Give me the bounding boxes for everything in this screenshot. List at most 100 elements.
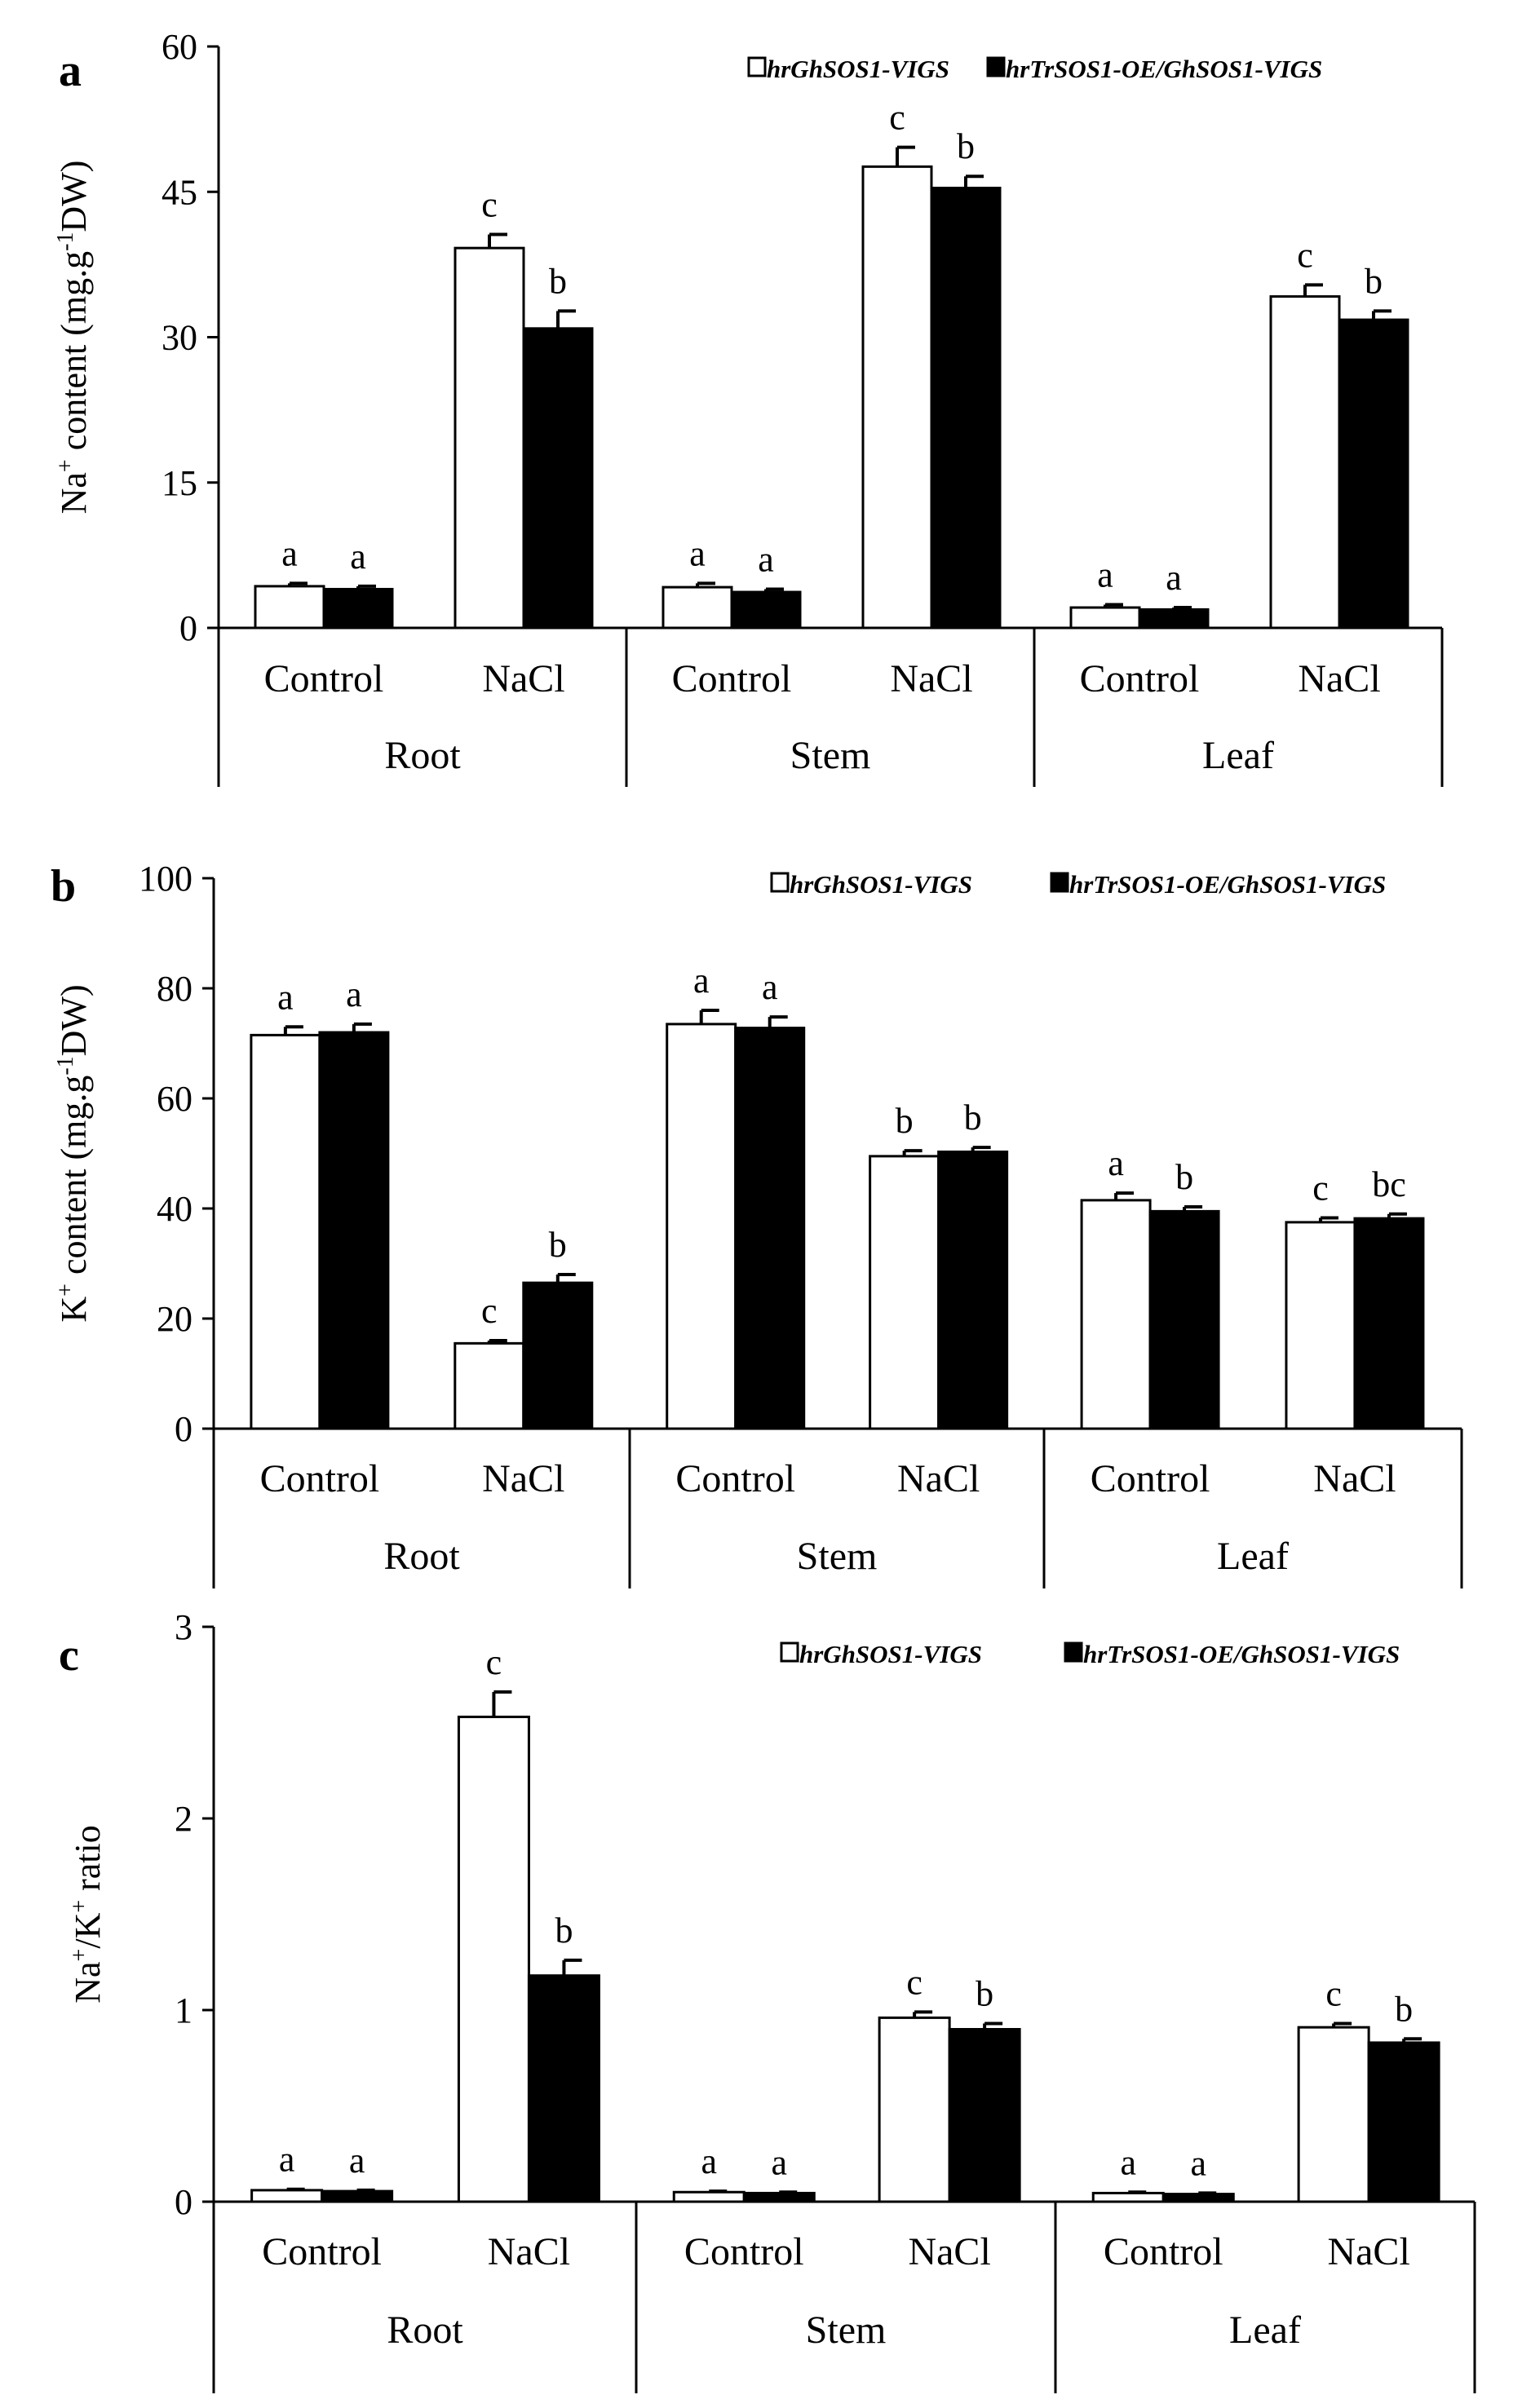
x-category-label: NaCl xyxy=(1298,657,1380,700)
y-tick-label: 40 xyxy=(157,1189,192,1229)
bar-hrTrSOS1-OE-GhSOS1-VIGS xyxy=(1353,1217,1425,1430)
tissue-group-label: Stem xyxy=(806,2309,887,2352)
bar-hrTrSOS1-OE-GhSOS1-VIGS xyxy=(522,1281,594,1430)
significance-letter: a xyxy=(1120,2142,1136,2182)
significance-letter: c xyxy=(481,185,498,225)
legend-swatch xyxy=(770,872,790,893)
x-category-label: NaCl xyxy=(482,657,564,700)
legend-label: hrTrSOS1-OE/GhSOS1-VIGS xyxy=(1069,870,1386,899)
significance-letter: b xyxy=(1395,1989,1413,2029)
significance-letter: a xyxy=(277,977,294,1017)
bar-hrGhSOS1-VIGS xyxy=(1285,1221,1356,1430)
panel-a: a 0 15 30 45 60 Na+ content (mg.g-1DW) a a Contro… xyxy=(53,27,1444,787)
significance-letter: b xyxy=(1175,1157,1193,1197)
y-tick-label: 80 xyxy=(157,969,192,1009)
significance-letter: c xyxy=(889,98,905,138)
legend-swatch xyxy=(1064,1641,1083,1663)
tissue-group-label: Leaf xyxy=(1229,2309,1301,2352)
significance-letter: c xyxy=(906,1962,922,2002)
y-tick-label: 45 xyxy=(161,172,197,212)
significance-letter: b xyxy=(976,1973,993,2013)
legend-label: hrTrSOS1-OE/GhSOS1-VIGS xyxy=(1083,1640,1400,1668)
y-axis-label-part: DW) xyxy=(54,984,94,1056)
bar-hrTrSOS1-OE-GhSOS1-VIGS xyxy=(937,1150,1009,1430)
significance-letter: bc xyxy=(1372,1164,1406,1204)
tissue-group-label: Root xyxy=(383,1535,460,1578)
bar-hrTrSOS1-OE-GhSOS1-VIGS xyxy=(930,186,1002,630)
y-tick-label: 20 xyxy=(157,1299,192,1339)
bar-hrTrSOS1-OE-GhSOS1-VIGS xyxy=(527,1974,600,2203)
x-category-label: NaCl xyxy=(482,1457,564,1500)
y-axis-label-part: content (mg.g xyxy=(54,1076,94,1284)
y-tick-label: 15 xyxy=(161,463,197,503)
bar-hrGhSOS1-VIGS xyxy=(878,2016,951,2203)
x-category-label: NaCl xyxy=(1327,2230,1409,2273)
significance-letter: a xyxy=(1108,1143,1124,1183)
significance-letter: c xyxy=(481,1291,498,1331)
bar-hrGhSOS1-VIGS xyxy=(250,2189,324,2203)
significance-letter: a xyxy=(693,961,710,1001)
y-axis-label-part: -1 xyxy=(53,232,78,251)
tissue-group-label: Leaf xyxy=(1217,1535,1289,1578)
significance-letter: a xyxy=(1166,558,1182,598)
bar-hrGhSOS1-VIGS xyxy=(661,585,733,630)
x-category-label: NaCl xyxy=(908,2230,990,2273)
legend-swatch xyxy=(747,56,767,77)
bar-hrTrSOS1-OE-GhSOS1-VIGS xyxy=(1161,2193,1235,2203)
legend-label: hrGhSOS1-VIGS xyxy=(767,55,949,83)
x-category-label: NaCl xyxy=(897,1457,980,1500)
x-category-label: Control xyxy=(260,1457,380,1500)
legend-label: hrGhSOS1-VIGS xyxy=(790,870,972,899)
y-axis-label-part: Na xyxy=(54,472,94,514)
y-axis-label-part: Na xyxy=(68,1961,108,2003)
x-category-label: Control xyxy=(1091,1457,1210,1500)
bar-hrGhSOS1-VIGS xyxy=(861,165,933,630)
x-category-label: NaCl xyxy=(488,2230,570,2273)
bar-hrTrSOS1-OE-GhSOS1-VIGS xyxy=(321,2189,394,2203)
bar-hrTrSOS1-OE-GhSOS1-VIGS xyxy=(1367,2041,1440,2203)
significance-letter: a xyxy=(279,2140,295,2180)
bar-hrGhSOS1-VIGS xyxy=(250,1033,321,1430)
bar-hrGhSOS1-VIGS xyxy=(1091,2191,1165,2203)
y-tick-label: 60 xyxy=(157,1079,192,1119)
significance-letter: c xyxy=(1325,1973,1342,2013)
significance-letter: a xyxy=(281,533,298,573)
x-category-label: Control xyxy=(262,2230,382,2273)
bar-hrGhSOS1-VIGS xyxy=(1069,606,1141,630)
panel-b: b 0 20 40 60 80 100 K+ content (mg.g-1DW) a a Cont… xyxy=(51,859,1463,1588)
significance-letter: a xyxy=(701,2141,717,2181)
y-axis-label: K+ content (mg.g-1DW) xyxy=(53,984,94,1322)
tissue-group-label: Leaf xyxy=(1202,734,1274,777)
significance-letter: b xyxy=(549,261,567,301)
panel-letter: c xyxy=(59,1630,79,1681)
y-axis-label-part: DW) xyxy=(54,161,94,232)
x-category-label: Control xyxy=(264,657,384,700)
y-axis-label-part: -1 xyxy=(53,1056,78,1075)
y-axis-label-part: + xyxy=(53,459,78,472)
y-axis-label-part: content (mg.g xyxy=(54,251,94,459)
significance-letter: c xyxy=(486,1642,502,1682)
significance-letter: a xyxy=(758,539,774,579)
bar-hrGhSOS1-VIGS xyxy=(454,246,525,630)
significance-letter: a xyxy=(771,2142,787,2182)
legend-swatch xyxy=(1050,872,1069,893)
significance-letter: b xyxy=(1365,261,1383,301)
y-axis-label-part: + xyxy=(67,1900,92,1913)
tissue-group-label: Stem xyxy=(797,1535,878,1578)
legend-label: hrTrSOS1-OE/GhSOS1-VIGS xyxy=(1006,55,1322,83)
bar-hrGhSOS1-VIGS xyxy=(454,1341,525,1430)
significance-letter: c xyxy=(1312,1168,1329,1208)
bar-hrGhSOS1-VIGS xyxy=(1297,2026,1370,2203)
significance-letter: b xyxy=(555,1911,573,1951)
x-category-label: NaCl xyxy=(890,657,972,700)
significance-letter: a xyxy=(349,2141,365,2180)
x-category-label: Control xyxy=(1104,2230,1223,2273)
bar-hrTrSOS1-OE-GhSOS1-VIGS xyxy=(1138,608,1210,630)
y-tick-label: 60 xyxy=(161,27,197,67)
significance-letter: a xyxy=(346,974,362,1014)
significance-letter: b xyxy=(964,1098,982,1138)
significance-letter: a xyxy=(350,537,366,577)
y-axis-label: Na+/K+ ratio xyxy=(67,1825,108,2004)
bar-hrGhSOS1-VIGS xyxy=(666,1023,737,1430)
